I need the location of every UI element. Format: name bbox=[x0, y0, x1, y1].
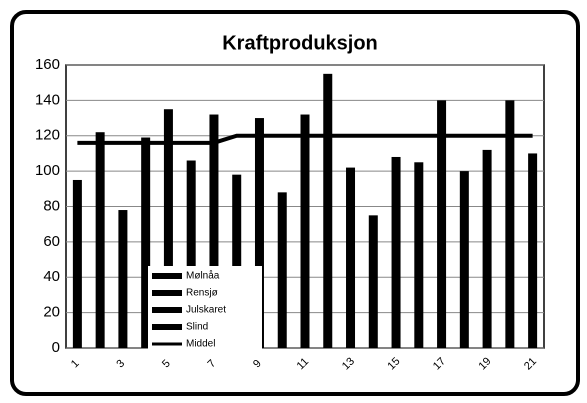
legend-label: Middel bbox=[186, 339, 215, 350]
bar bbox=[186, 160, 196, 348]
bar bbox=[346, 167, 356, 348]
y-tick-label: 140 bbox=[35, 91, 60, 108]
y-tick-label: 160 bbox=[35, 56, 60, 73]
bar bbox=[505, 100, 515, 348]
legend-label: Rensjø bbox=[186, 288, 218, 299]
bar bbox=[482, 149, 492, 348]
bar bbox=[437, 100, 447, 348]
bar bbox=[118, 210, 128, 348]
bar bbox=[254, 118, 264, 348]
y-tick-label: 120 bbox=[35, 127, 60, 144]
y-tick-label: 80 bbox=[43, 197, 60, 214]
bar bbox=[528, 153, 538, 348]
legend-label: Julskaret bbox=[186, 305, 226, 316]
bar bbox=[95, 132, 105, 348]
bar bbox=[163, 109, 173, 348]
bar bbox=[232, 174, 242, 348]
y-tick-label: 40 bbox=[43, 268, 60, 285]
bar bbox=[300, 114, 310, 349]
bar bbox=[414, 162, 424, 348]
y-tick-label: 100 bbox=[35, 162, 60, 179]
bar bbox=[391, 156, 401, 348]
bar bbox=[72, 179, 82, 348]
bar bbox=[209, 114, 219, 349]
bar bbox=[368, 215, 378, 348]
chart-title: Kraftproduksjon bbox=[222, 32, 378, 54]
bar bbox=[141, 137, 151, 348]
bar bbox=[459, 171, 469, 348]
bar bbox=[323, 73, 333, 348]
legend-label: Slind bbox=[186, 322, 208, 333]
y-tick-label: 0 bbox=[52, 339, 60, 356]
bar bbox=[277, 192, 287, 348]
y-tick-label: 60 bbox=[43, 233, 60, 250]
legend-label: Mølnåa bbox=[186, 270, 220, 282]
mean-line bbox=[77, 133, 533, 145]
y-tick-label: 20 bbox=[43, 304, 60, 321]
